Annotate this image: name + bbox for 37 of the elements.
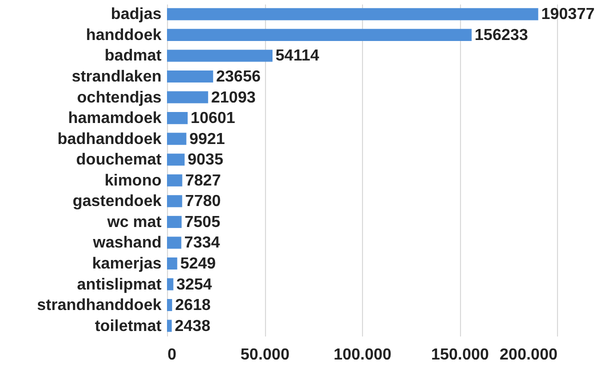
y-tick-label: wc mat xyxy=(106,214,162,231)
data-label: 156233 xyxy=(474,26,528,44)
data-label: 7780 xyxy=(185,193,221,210)
x-tick-label: 100.000 xyxy=(334,346,392,364)
data-label: 5249 xyxy=(180,255,216,272)
y-tick-label: strandhanddoek xyxy=(37,297,162,314)
data-label: 54114 xyxy=(276,48,320,65)
data-label: 9035 xyxy=(188,152,224,169)
data-label: 23656 xyxy=(216,68,261,86)
y-tick-label: badjas xyxy=(110,6,162,24)
y-tick-label: strandlaken xyxy=(72,68,162,86)
y-tick-label: gastendoek xyxy=(72,193,162,210)
data-label: 7827 xyxy=(185,172,221,190)
x-tick-label: 200.000 xyxy=(500,346,558,364)
x-tick-label: 50.000 xyxy=(240,346,290,364)
data-label: 3254 xyxy=(176,276,212,294)
x-tick-label: 150.000 xyxy=(431,346,490,364)
y-tick-label: kimono xyxy=(104,172,162,190)
data-label: 7334 xyxy=(184,234,220,252)
x-tick-label: 0 xyxy=(168,346,176,364)
y-tick-label: handdoek xyxy=(86,26,162,44)
y-tick-label: badmat xyxy=(104,48,162,65)
data-label: 10601 xyxy=(190,110,236,128)
data-label: 2618 xyxy=(175,297,211,314)
data-label: 190377 xyxy=(541,6,595,24)
y-tick-label: douchemat xyxy=(76,152,162,169)
y-tick-label: badhanddoek xyxy=(57,130,162,148)
y-tick-label: ochtendjas xyxy=(77,89,162,106)
y-tick-label: toiletmat xyxy=(94,318,162,335)
data-label: 21093 xyxy=(211,89,256,106)
data-label: 7505 xyxy=(184,214,220,231)
data-label: 9921 xyxy=(189,130,226,148)
data-label: 2438 xyxy=(174,318,210,335)
y-tick-label: washand xyxy=(92,234,162,252)
y-tick-label: hamamdoek xyxy=(68,110,162,128)
y-tick-label: antislipmat xyxy=(77,276,162,294)
y-tick-label: kamerjas xyxy=(92,255,162,272)
